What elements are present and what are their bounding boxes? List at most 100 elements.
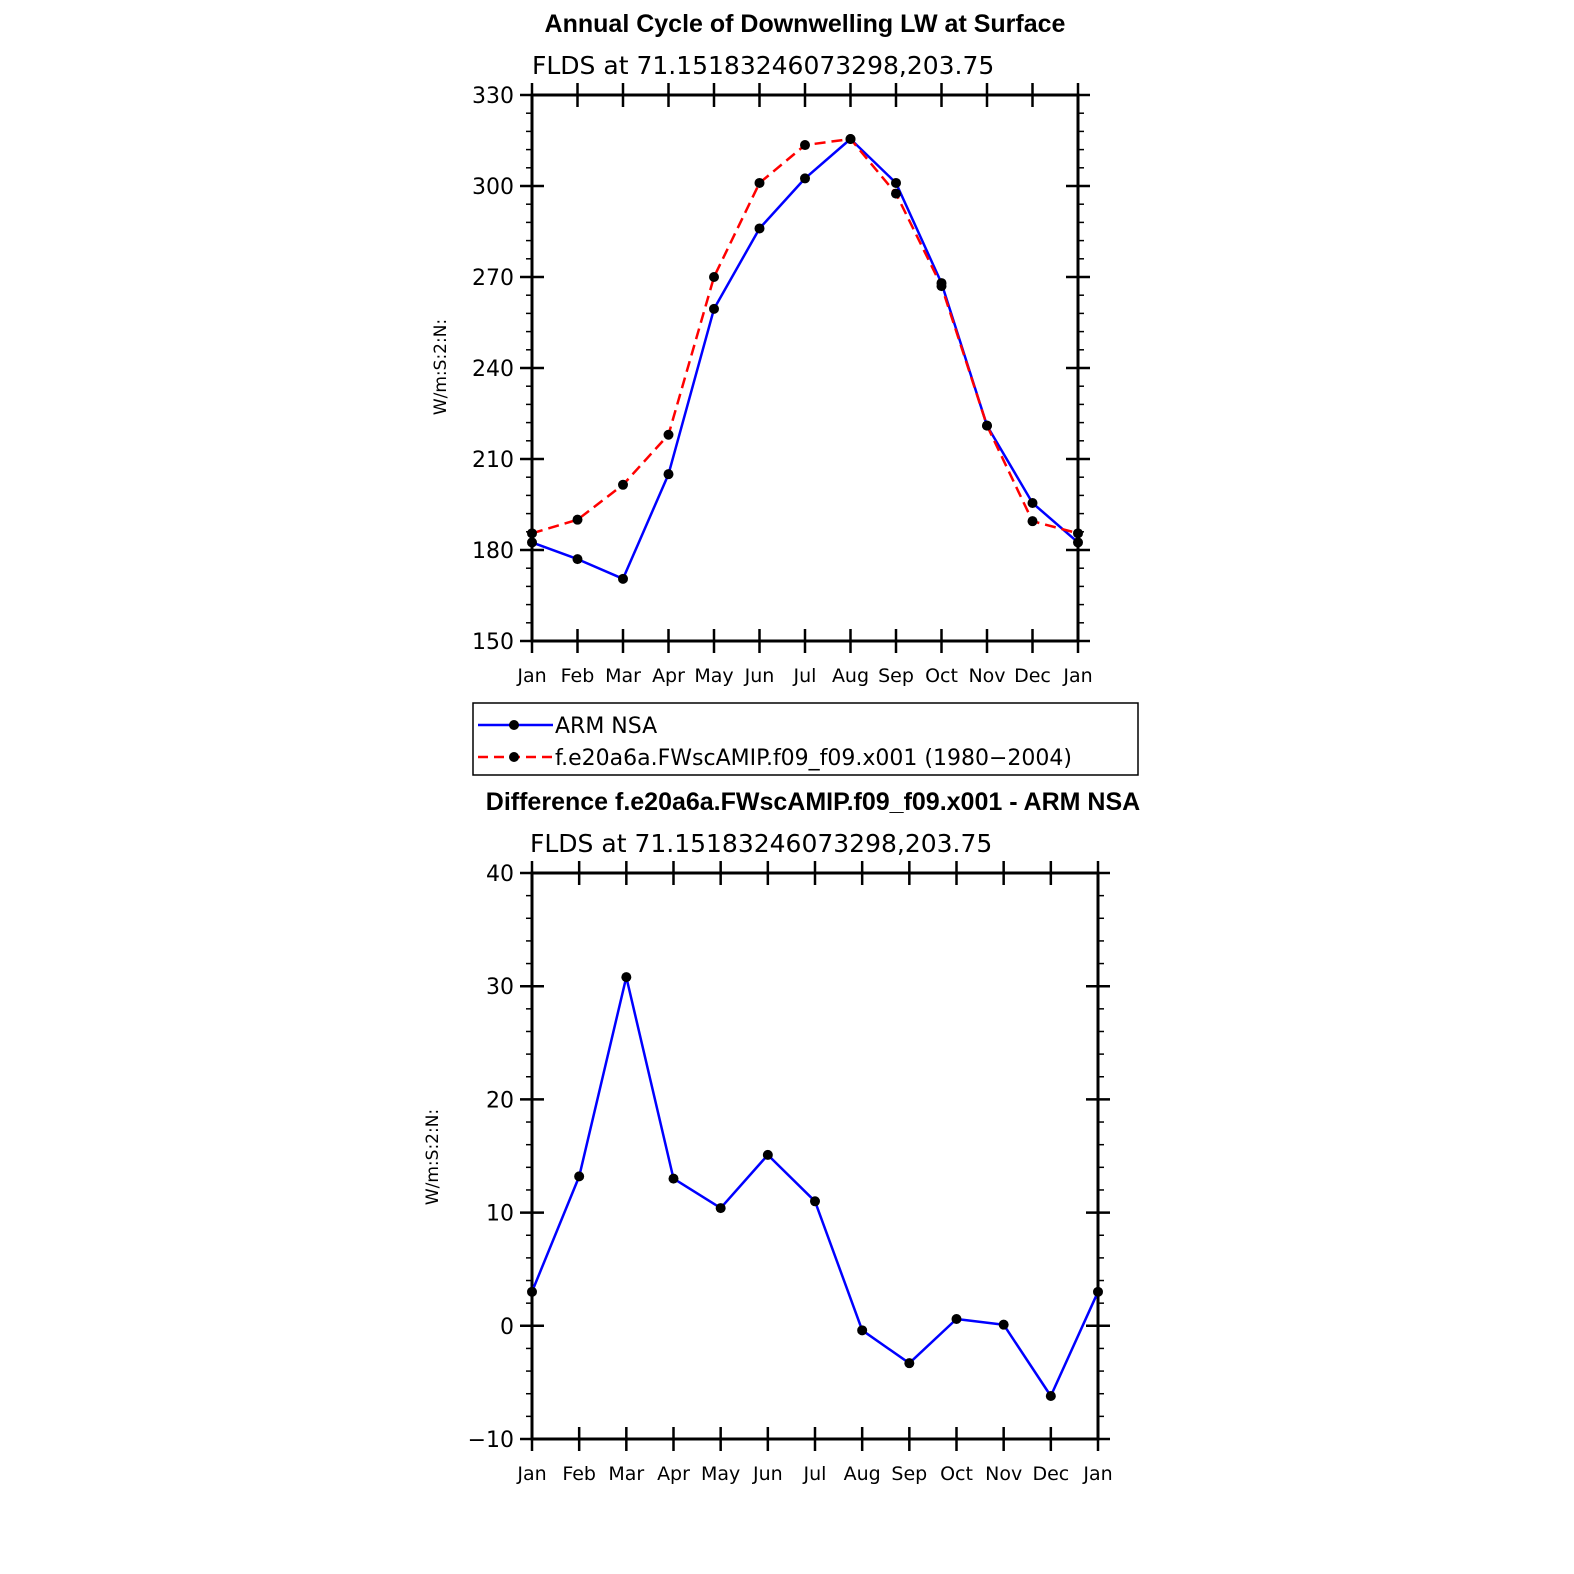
data-point-1 bbox=[1093, 1286, 1103, 1297]
data-point-1 bbox=[1073, 537, 1083, 548]
x-tick-label: Mar bbox=[608, 1463, 644, 1485]
series-line-1 bbox=[530, 975, 1100, 1398]
x-tick-label: Sep bbox=[878, 665, 914, 687]
chart-title: Difference f.e20a6a.FWscAMIP.f09_f09.x00… bbox=[486, 788, 1140, 816]
x-tick-label: Jul bbox=[803, 1463, 827, 1485]
data-point-1 bbox=[754, 223, 765, 234]
data-point-1 bbox=[800, 173, 810, 184]
data-point-2 bbox=[618, 479, 628, 490]
y-tick-labels: 150 180 210 240 270 300 330 bbox=[472, 84, 514, 655]
x-tick-label: Jan bbox=[1062, 665, 1092, 687]
chart-subtitle: FLDS at 71.15183246073298,203.75 bbox=[532, 51, 994, 80]
chart-subtitle: FLDS at 71.15183246073298,203.75 bbox=[530, 829, 992, 858]
data-point-1 bbox=[574, 1171, 585, 1182]
data-point-1 bbox=[527, 537, 537, 548]
x-tick-label: Jan bbox=[516, 1463, 546, 1485]
data-point-1 bbox=[709, 303, 719, 314]
data-point-2 bbox=[936, 281, 947, 292]
data-point-1 bbox=[621, 972, 632, 983]
series-line-2 bbox=[531, 137, 1079, 535]
x-tick-label: Jun bbox=[752, 1463, 783, 1485]
x-tick-label: May bbox=[694, 665, 733, 687]
data-point-1 bbox=[663, 469, 674, 480]
y-tick-label: 40 bbox=[486, 862, 514, 887]
x-tick-label: Dec bbox=[1014, 665, 1051, 687]
x-tick-label: Nov bbox=[985, 1463, 1022, 1485]
x-tick-label: Aug bbox=[844, 1463, 881, 1485]
x-tick-label: Sep bbox=[891, 1463, 927, 1485]
x-tick-label: Jun bbox=[744, 665, 775, 687]
data-point-2 bbox=[709, 272, 719, 282]
data-point-2 bbox=[1027, 516, 1038, 527]
legend-marker-arm bbox=[509, 720, 519, 730]
data-point-2 bbox=[572, 514, 583, 525]
y-tick-labels: −10 0 10 20 30 40 bbox=[468, 862, 514, 1453]
data-point-1 bbox=[1045, 1390, 1056, 1401]
data-point-2 bbox=[527, 528, 537, 539]
data-point-1 bbox=[1027, 497, 1038, 508]
y-tick-label: 30 bbox=[486, 975, 514, 1000]
x-tick-labels: Jan Feb Mar Apr May Jun Jul Aug Sep Oct Nov Dec Jan bbox=[516, 1463, 1112, 1485]
y-tick-label: 20 bbox=[486, 1088, 514, 1113]
data-point-2 bbox=[663, 429, 674, 440]
x-tick-label: Jul bbox=[793, 665, 817, 687]
series-group bbox=[527, 133, 1083, 584]
data-point-2 bbox=[845, 133, 856, 144]
x-tick-label: Apr bbox=[652, 665, 685, 687]
data-point-1 bbox=[762, 1149, 773, 1160]
data-point-1 bbox=[891, 177, 901, 188]
y-tick-label: 180 bbox=[472, 539, 514, 564]
data-point-1 bbox=[998, 1319, 1009, 1330]
legend-label-model: f.e20a6a.FWscAMIP.f09_f09.x001 (1980−200… bbox=[555, 746, 1072, 771]
legend-label-arm: ARM NSA bbox=[555, 714, 657, 739]
data-point-2 bbox=[891, 188, 901, 199]
data-point-2 bbox=[754, 177, 765, 188]
data-point-1 bbox=[951, 1314, 962, 1325]
annual-cycle-chart: Annual Cycle of Downwelling LW at Surfac… bbox=[431, 10, 1139, 776]
data-point-2 bbox=[1073, 528, 1083, 539]
y-tick-label: 150 bbox=[472, 630, 514, 655]
y-tick-label: −10 bbox=[468, 1428, 514, 1453]
x-tick-label: Jan bbox=[516, 665, 546, 687]
x-tick-label: Mar bbox=[605, 665, 641, 687]
data-point-1 bbox=[904, 1358, 915, 1369]
axis-ticks bbox=[520, 861, 1110, 1451]
x-tick-label: Aug bbox=[832, 665, 869, 687]
data-point-1 bbox=[572, 554, 583, 565]
data-point-1 bbox=[527, 1286, 537, 1297]
y-tick-label: 10 bbox=[486, 1202, 514, 1227]
data-point-2 bbox=[800, 140, 810, 151]
y-tick-label: 300 bbox=[472, 175, 514, 200]
plot-frame bbox=[530, 871, 1100, 1441]
legend-marker-model bbox=[509, 752, 519, 762]
x-tick-labels: Jan Feb Mar Apr May Jun Jul Aug Sep Oct Nov Dec Jan bbox=[516, 665, 1092, 687]
x-tick-label: Apr bbox=[657, 1463, 690, 1485]
x-tick-label: May bbox=[701, 1463, 740, 1485]
x-tick-label: Feb bbox=[562, 1463, 596, 1485]
axis-ticks bbox=[520, 83, 1090, 653]
y-tick-label: 210 bbox=[472, 448, 514, 473]
series-line-1 bbox=[531, 137, 1079, 581]
data-point-1 bbox=[668, 1173, 679, 1184]
legend-box bbox=[472, 702, 1139, 776]
data-point-1 bbox=[715, 1203, 726, 1214]
x-tick-label: Jan bbox=[1082, 1463, 1112, 1485]
data-point-1 bbox=[810, 1196, 820, 1207]
data-point-1 bbox=[618, 573, 628, 584]
data-point-1 bbox=[857, 1325, 868, 1336]
x-tick-label: Oct bbox=[940, 1463, 973, 1485]
series-group bbox=[527, 972, 1103, 1401]
y-tick-label: 240 bbox=[472, 357, 514, 382]
data-point-2 bbox=[982, 420, 992, 431]
y-tick-label: 0 bbox=[500, 1315, 514, 1340]
legend: ARM NSA f.e20a6a.FWscAMIP.f09_f09.x001 (… bbox=[472, 702, 1139, 776]
x-tick-label: Oct bbox=[925, 665, 958, 687]
y-axis-label: W/m:S:2:N: bbox=[423, 1109, 443, 1205]
x-tick-label: Dec bbox=[1032, 1463, 1069, 1485]
x-tick-label: Nov bbox=[968, 665, 1005, 687]
x-tick-label: Feb bbox=[561, 665, 595, 687]
y-tick-label: 270 bbox=[472, 266, 514, 291]
chart-title: Annual Cycle of Downwelling LW at Surfac… bbox=[545, 10, 1066, 38]
difference-chart: Difference f.e20a6a.FWscAMIP.f09_f09.x00… bbox=[423, 788, 1140, 1485]
